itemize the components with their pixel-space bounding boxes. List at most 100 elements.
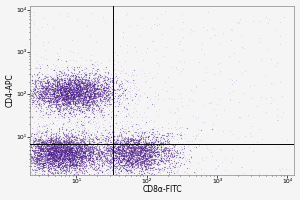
Point [74,164,78,167]
Point [50,152,55,156]
Point [87,153,92,157]
Point [116,174,121,177]
Point [124,127,128,130]
Point [47,91,52,94]
Point [71,102,76,106]
Point [66,141,71,144]
Point [64,12,69,15]
Point [74,154,79,157]
Point [92,95,96,98]
Point [52,102,56,105]
Point [44,141,49,144]
Point [62,83,67,86]
Point [51,101,56,105]
Point [68,109,73,113]
Point [45,155,50,158]
Point [113,147,118,150]
Point [58,147,63,150]
Point [55,159,60,162]
Point [169,65,174,68]
Point [116,151,121,154]
Point [87,175,92,179]
Point [65,77,70,80]
Point [86,95,91,98]
Point [81,92,86,95]
Point [67,157,71,160]
Point [11,132,16,136]
Point [140,163,145,166]
Point [94,104,98,107]
Point [51,138,56,142]
Point [151,173,155,176]
Point [172,143,177,146]
Point [68,100,73,103]
Point [66,161,71,164]
Point [170,169,175,173]
Point [42,81,47,84]
Point [52,147,57,150]
Point [86,156,91,159]
Point [63,88,68,91]
Point [73,99,77,102]
Point [34,159,38,162]
Point [61,113,66,116]
Point [77,99,82,103]
Point [91,157,96,161]
Point [45,81,50,84]
Point [90,63,94,66]
Point [128,157,133,160]
Point [50,145,55,149]
Point [205,29,209,32]
Point [86,173,91,176]
Point [89,79,94,82]
Point [78,155,82,159]
Point [72,101,77,105]
Point [107,145,112,148]
Point [50,154,55,157]
Point [99,85,104,88]
Point [141,152,146,156]
Point [66,93,71,96]
Point [35,144,40,147]
Point [22,121,27,124]
Point [56,161,60,164]
Point [61,154,66,158]
Point [60,110,64,113]
Point [84,147,88,150]
Point [64,153,69,156]
Point [78,84,83,87]
Point [78,92,83,95]
Point [146,142,150,145]
Point [78,139,82,142]
Point [34,137,38,140]
Point [31,162,36,165]
Point [279,94,284,98]
Point [58,152,62,155]
Point [127,175,132,179]
Point [172,171,176,174]
Point [162,143,167,146]
Point [81,87,86,90]
Point [90,102,94,105]
Point [154,137,159,140]
Point [121,142,126,145]
Point [82,160,86,163]
Point [91,84,96,87]
Point [144,143,149,147]
Point [81,175,86,179]
Point [178,133,183,136]
Point [76,89,81,93]
Point [98,91,102,94]
Point [54,58,59,61]
Point [86,138,91,141]
Point [68,152,72,155]
Point [82,100,87,103]
Point [100,94,105,97]
Point [129,170,134,173]
Point [201,52,206,55]
Point [140,17,145,20]
Point [266,47,270,51]
Point [38,165,42,168]
Point [7,95,12,99]
Point [56,87,61,90]
